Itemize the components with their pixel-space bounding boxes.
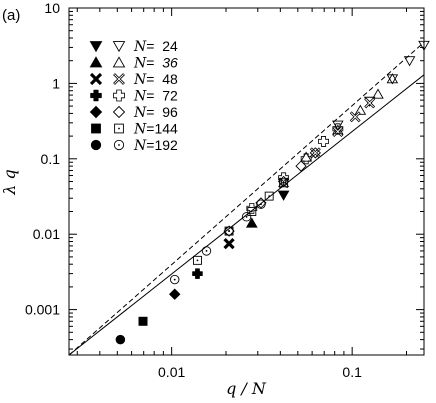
y-tick-label: 1 [52,75,60,91]
data-point-open [318,136,329,147]
y-tick-label: 10 [44,0,60,16]
legend-item: N= 72 [90,88,178,105]
legend-label: N= 72 [133,88,178,105]
legend-marker-open [113,73,125,85]
legend-label: N= 48 [133,71,178,88]
reference-lines [68,42,425,356]
data-point-open [201,246,212,256]
data-points [115,40,430,345]
data-point-open [278,172,289,184]
x-axis-title: q / N [226,379,267,398]
data-point-filled [138,316,148,326]
series-6 [115,199,266,345]
data-point-open [241,212,252,222]
legend-marker-filled [89,56,103,68]
data-point-filled [223,237,235,250]
legend-label: N=192 [133,137,178,154]
solid-reference-line [68,74,425,356]
data-point-filled [277,190,290,201]
y-tick-label: 0.01 [33,226,60,242]
data-point-open [332,126,344,137]
legend-marker-open [112,41,126,53]
legend-item: N= 36 [89,55,178,72]
data-point-open [354,104,367,115]
legend-label: N= 36 [133,55,178,72]
legend-item: N= 24 [89,38,178,55]
data-point-filled [192,268,203,279]
legend-marker-filled [89,72,103,86]
data-point-open [193,255,202,265]
legend-item: N=192 [90,137,178,154]
legend-item: N= 48 [89,71,178,88]
legend-marker-filled [89,105,103,119]
data-point-filled [115,334,126,345]
dashed-reference-line [68,42,425,356]
series-1 [245,73,399,228]
plot-frame [68,7,425,356]
data-point-open [264,191,274,201]
legend-marker-open [113,139,125,151]
data-point-open [279,178,289,188]
legend-item: N=144 [91,121,178,138]
legend-marker-filled [91,123,101,134]
legend-marker-open [113,89,125,102]
y-tick-label: 0.1 [41,151,61,167]
x-tick-label: 0.01 [158,364,185,380]
data-point-open [295,160,307,172]
data-point-open [349,111,361,123]
data-point-open [300,153,312,165]
axis-ticks: 0.01 0.1 0.001 0.01 0.1 1 10 [25,0,424,380]
legend-marker-filled [89,41,103,53]
data-point-open [332,123,344,135]
y-axis-title: λ q [0,169,19,195]
data-point-open [309,147,321,159]
legend-marker-open [112,56,126,68]
data-point-open [403,56,416,67]
legend-item: N= 96 [89,104,178,121]
series-5 [138,178,289,326]
legend-label: N= 24 [133,38,178,55]
panel-label: (a) [2,7,20,24]
data-point-open [364,97,376,109]
series-3 [192,123,344,279]
series-4 [169,147,321,300]
legend-marker-open [114,123,124,134]
data-point-open [246,202,258,214]
data-point-open [386,74,399,85]
legend-label: N= 96 [133,104,178,121]
legend-label: N=144 [133,121,178,138]
data-point-open [247,207,257,216]
data-point-open [256,199,266,209]
legend-marker-filled [90,89,102,102]
y-tick-label: 0.001 [25,302,60,318]
data-point-open [224,226,234,236]
data-point-open [386,73,399,84]
data-point-filled [169,288,181,300]
legend-marker-filled [90,139,102,151]
legend-marker-open [112,105,126,119]
data-point-open [223,225,235,237]
data-point-open [170,274,180,285]
data-point-filled [245,217,258,228]
x-tick-label: 0.1 [342,364,362,380]
data-point-open [372,88,384,99]
data-point-open [309,147,321,159]
series-0 [277,40,430,201]
